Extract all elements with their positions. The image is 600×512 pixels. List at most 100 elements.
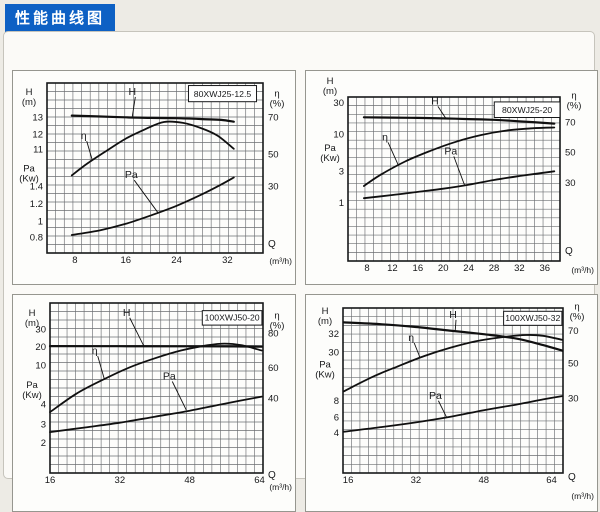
x-axis-unit: (m³/h) [269,256,292,266]
curve-leader-Pa [453,156,466,186]
chart-panel-100xwj50-20: 16 32 48 64 Q (m³/h) 30 20 10 H (m) 4 3 2 Pa (Kw) 80 60 40… [12,294,296,512]
x-axis-label: Q [568,472,576,483]
eta-axis-title: η [574,302,579,313]
pump-curve-svg: 8 16 24 32Q(m³/h)131211H(m)1.41.210.8Pa(Kw)… [19,82,292,266]
curve-leader-Pa [133,179,159,214]
curve-label-Pa: Pa [429,390,442,402]
Pa-tick-label: 3 [41,420,46,431]
curve-label-eta: η [81,130,87,142]
eta-axis-title: (%) [570,312,585,323]
x-tick-label: 24 [171,255,182,266]
curve-Pa [49,395,263,433]
Pa-tick-label: 4 [41,400,46,411]
curve-label-Pa: Pa [125,169,138,181]
curve-label-eta: η [408,332,414,344]
curve-leader-H [131,96,136,118]
x-axis-label: Q [268,239,276,250]
curve-label-eta: η [382,131,388,143]
curve-label-Pa: Pa [163,371,176,383]
eta-tick-label: 30 [568,393,579,404]
curve-Pa [70,176,235,236]
eta-tick-label: 30 [565,178,576,189]
x-tick-label: 36 [539,263,550,274]
eta-tick-label: 60 [268,363,279,374]
x-tick-label: 32 [222,255,233,266]
grid [50,303,263,473]
H-tick-label: 32 [328,329,339,340]
x-axis-unit: (m³/h) [269,482,292,492]
Pa-tick-label: 1 [339,198,344,209]
H-tick-label: 30 [35,324,46,335]
curve-leader-H [454,319,457,332]
curve-leader-eta [86,140,93,161]
H-tick-label: 12 [32,130,43,141]
chart-panel-100xwj50-32: 16 32 48 64 Q (m³/h) 32 30 H (m) 8 6 4 Pa (Kw) 70 50 30 η(… [305,294,598,512]
curve-H [48,345,263,348]
eta-axis-title: η [274,310,279,321]
H-axis-title: H [327,76,334,87]
curve-leader-eta [97,355,105,380]
grid [343,308,563,473]
x-tick-label: 16 [413,263,424,274]
Pa-tick-label: 1 [38,216,43,227]
Pa-tick-label: 1.4 [30,181,43,192]
curve-Pa [363,170,556,200]
model-label: 80XWJ25-12.5 [194,89,252,99]
eta-axis-title: (%) [567,101,582,112]
model-label-box [201,310,263,326]
curve-H [342,321,564,352]
eta-tick-label: 50 [565,147,576,158]
curve-leader-H [437,106,446,119]
Pa-axis-title: Pa [319,359,331,370]
plot-border [342,307,564,474]
model-label: 100XWJ50-20 [205,313,260,323]
H-axis-title: (m) [22,97,36,108]
H-tick-label: 11 [33,145,43,156]
x-axis-unit: (m³/h) [571,491,594,501]
x-tick-label: 16 [120,255,131,266]
curve-eta [70,120,235,177]
page-title: 性能曲线图 [5,4,116,32]
curve-leader-eta [387,142,399,165]
x-axis-label: Q [268,470,276,481]
H-tick-label: 10 [35,361,46,372]
H-axis-title: H [29,308,36,319]
curve-label-H: H [449,309,457,321]
Pa-tick-label: 6 [334,413,339,424]
eta-tick-label: 70 [568,326,579,337]
eta-tick-label: 30 [268,182,279,193]
model-label: 100XWJ50-32 [505,313,560,323]
chart-panel-80xwj25-12-5: 8 16 24 32 Q (m³/h) 13 12 11 H (m) 1.4 1.2 1 0.8 Pa (Kw)… [12,70,296,285]
x-tick-label: 28 [489,263,500,274]
eta-axis-title: η [274,89,279,100]
eta-tick-label: 70 [268,112,279,123]
model-label-box [493,101,561,118]
curve-label-eta: η [92,345,98,357]
pump-curve-svg: 8 12 16 20 24 28 32 36Q(m³/h)3010H(m)31Pa(Kw)70… [320,76,594,275]
Pa-tick-label: 2 [41,438,46,449]
curve-label-H: H [123,307,131,319]
curve-eta [342,333,564,393]
grid [47,83,263,253]
Pa-tick-label: 3 [339,166,344,177]
Pa-axis-title: Pa [26,380,38,391]
x-tick-label: 20 [438,263,449,274]
H-axis-title: H [26,87,33,98]
plot-border [49,302,264,474]
Pa-tick-label: 1.2 [30,199,43,210]
x-tick-label: 24 [463,263,474,274]
curve-eta [363,126,556,187]
x-tick-label: 32 [514,263,525,274]
eta-axis-title: η [571,91,576,102]
curve-label-Pa: Pa [444,145,457,157]
H-axis-title: (m) [318,316,332,327]
curve-label-H: H [129,86,137,98]
H-axis-title: (m) [25,318,39,329]
curve-H [70,114,235,123]
pump-curve-svg: 16 32 48 64 Q(m³/h)302010H(m)432Pa(Kw)806040… [22,302,292,492]
model-label: 80XWJ25-20 [502,105,552,115]
plot-border [46,82,264,254]
model-label-box [187,85,258,103]
curve-label-H: H [431,95,439,107]
Pa-axis-title: (Kw) [22,390,42,401]
